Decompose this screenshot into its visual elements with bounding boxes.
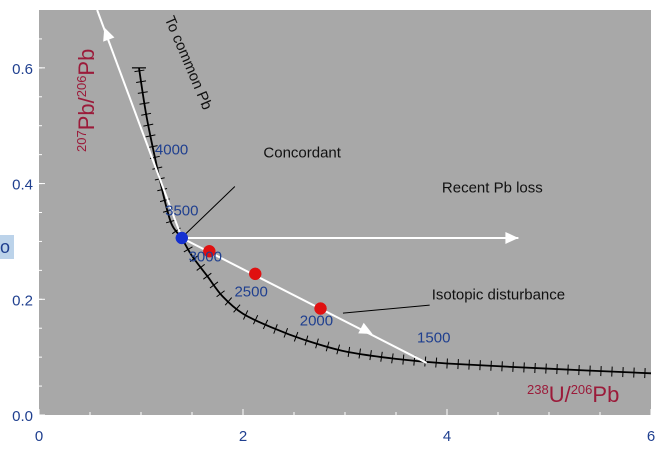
annotation-3: Recent Pb loss <box>442 179 543 196</box>
concordia-tick <box>391 353 394 364</box>
concordia-tick <box>336 344 341 355</box>
concordia-tick <box>369 350 372 361</box>
age-label-3500: 3500 <box>165 202 198 219</box>
concordia-tick <box>293 331 299 342</box>
concordia-tick <box>262 319 269 330</box>
partial-label-box <box>0 235 14 259</box>
concordia-tick <box>380 351 383 362</box>
concordia-tick <box>209 281 219 289</box>
concordia-tick <box>136 80 147 83</box>
concordia-tick <box>233 304 241 313</box>
y-tick-label: 0.0 <box>12 408 33 425</box>
age-label-2000: 2000 <box>300 312 333 329</box>
concordia-tick <box>224 297 233 306</box>
y-axis-title-tail: Pb <box>74 49 99 76</box>
leader-line-2 <box>342 304 430 314</box>
arrowhead-3 <box>358 322 373 334</box>
concordia-tick <box>479 360 481 371</box>
concordia-tick <box>216 290 225 298</box>
disturbed-point <box>314 302 327 315</box>
age-label-4000: 4000 <box>155 142 188 159</box>
x-axis-title-tail: Pb <box>592 382 619 407</box>
disturbed-point <box>203 245 216 258</box>
concordia-tick <box>490 360 492 371</box>
x-tick-label: 6 <box>647 428 655 445</box>
points-group <box>175 231 327 315</box>
y-axis-title-sup: 207 <box>74 130 89 152</box>
concordia-tick <box>501 361 503 372</box>
concordia-tick <box>446 358 448 369</box>
arrowhead-1 <box>103 27 115 42</box>
x-axis-title: 238U/206Pb <box>527 382 619 407</box>
concordia-tick <box>315 338 319 349</box>
y-axis-title-sup2: 206 <box>74 76 89 98</box>
age-label-2500: 2500 <box>234 283 267 300</box>
leader-line-1 <box>183 186 236 237</box>
y-axis-title-main: Pb/ <box>74 96 99 130</box>
concordia-tick <box>347 346 351 357</box>
concordia-tick <box>139 102 150 105</box>
concordia-tick <box>137 91 148 94</box>
age-label-3000: 3000 <box>189 249 222 266</box>
concordia-tick <box>183 246 193 253</box>
y-tick-label: 0.6 <box>12 61 33 78</box>
concordia-tick <box>457 359 459 370</box>
x-axis-title-main: U/ <box>549 382 572 407</box>
x-axis-title-sup: 238 <box>527 382 549 397</box>
annotation-2: Concordant <box>263 145 341 162</box>
concordia-tick <box>157 188 168 192</box>
disturbed-point <box>248 267 262 281</box>
concordia-tick <box>325 341 330 352</box>
concordia-tick <box>145 134 156 138</box>
concordia-tick <box>152 166 163 170</box>
concordia-tick <box>512 361 514 372</box>
concordia-tick <box>283 327 289 338</box>
concordia-tick <box>304 335 309 346</box>
arrow-line-3 <box>181 237 428 364</box>
concordia-tick <box>203 272 212 280</box>
concordia-tick <box>141 112 152 116</box>
x-axis-title-sup2: 206 <box>571 382 593 397</box>
concordia-tick <box>273 324 278 334</box>
axis-ticks: 0 2 4 6 0.0 0.2 0.4 0.6 <box>12 38 655 445</box>
concordia-tick <box>243 310 249 320</box>
concordia-tick <box>534 362 536 374</box>
concordia-tick <box>143 123 154 127</box>
arrow-line-1 <box>96 9 183 239</box>
concordia-tick <box>358 348 361 359</box>
x-tick-label: 0 <box>35 428 43 445</box>
concordia-tick <box>165 219 176 224</box>
concordia-tick <box>402 354 405 365</box>
x-tick-label: 4 <box>443 428 451 445</box>
age-label-1500: 1500 <box>417 330 450 347</box>
concordia-tick <box>435 357 438 368</box>
concordia-tick <box>545 363 547 374</box>
concordia-tick <box>196 263 205 271</box>
y-axis-title: 207Pb/206Pb <box>74 49 99 152</box>
concordia-tick <box>147 145 158 149</box>
concordia-tick <box>468 359 470 370</box>
partial-label: o <box>0 237 10 257</box>
concordia-tick <box>189 255 199 263</box>
x-tick-label: 2 <box>239 428 247 445</box>
y-tick-label: 0.2 <box>12 292 33 309</box>
concordia-tick <box>252 314 259 325</box>
y-tick-label: 0.4 <box>12 177 33 194</box>
annotation-4: Isotopic disturbance <box>432 286 565 303</box>
arrowhead-2 <box>505 231 519 244</box>
arrows-group <box>96 9 519 364</box>
concordia-tick <box>134 69 145 73</box>
plot-background <box>39 10 651 415</box>
concordant-point <box>175 231 189 245</box>
concordia-tick <box>523 362 525 373</box>
concordia-curve <box>138 67 652 375</box>
